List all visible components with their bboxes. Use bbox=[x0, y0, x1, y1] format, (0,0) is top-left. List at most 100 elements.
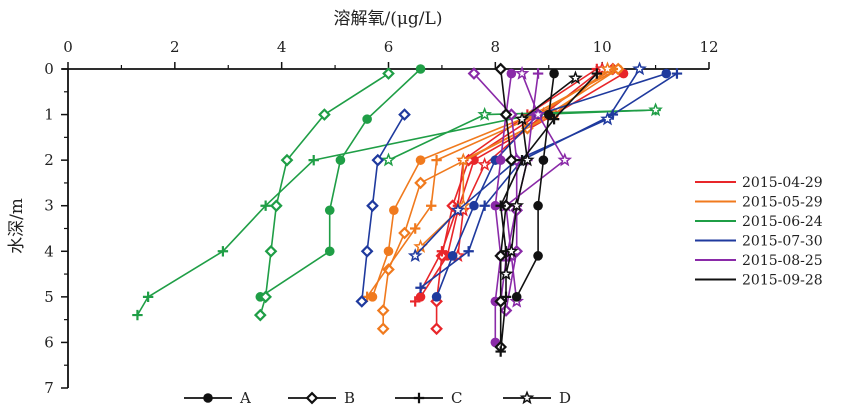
y-tick-label: 2 bbox=[44, 151, 54, 169]
data-point bbox=[494, 249, 508, 263]
data-point bbox=[381, 152, 396, 167]
data-point bbox=[142, 291, 154, 303]
data-point bbox=[446, 199, 459, 213]
data-point bbox=[280, 153, 294, 167]
site-legend-marker bbox=[413, 392, 425, 404]
y-tick-label: 6 bbox=[44, 333, 54, 351]
data-point bbox=[376, 322, 390, 336]
data-point bbox=[264, 244, 278, 258]
series-line bbox=[420, 72, 678, 289]
site-legend-marker bbox=[305, 391, 319, 405]
data-point bbox=[591, 68, 603, 79]
site-legend-marker bbox=[519, 390, 535, 405]
data-point bbox=[600, 61, 615, 76]
data-point bbox=[414, 176, 427, 190]
data-point bbox=[132, 309, 143, 321]
y-tick-label: 7 bbox=[44, 379, 54, 397]
y-tick-label: 3 bbox=[44, 197, 54, 215]
plot-series bbox=[132, 61, 683, 357]
data-point bbox=[499, 108, 513, 121]
data-point bbox=[530, 106, 546, 121]
data-point bbox=[648, 102, 663, 117]
series-2015-09-28-A bbox=[511, 68, 559, 302]
series-2015-09-28-C bbox=[495, 68, 603, 357]
data-point bbox=[260, 200, 271, 211]
legend-label: 2015-07-30 bbox=[742, 234, 823, 250]
data-point bbox=[469, 200, 479, 211]
series-2015-06-24-B bbox=[253, 67, 395, 322]
data-point bbox=[398, 226, 411, 240]
data-point bbox=[455, 152, 471, 167]
data-point bbox=[463, 246, 474, 257]
data-point bbox=[436, 246, 448, 257]
data-point bbox=[366, 199, 379, 213]
legend-label: 2015-04-29 bbox=[742, 175, 823, 191]
data-point bbox=[431, 292, 442, 302]
data-point bbox=[611, 62, 625, 76]
site-legend-label: C bbox=[451, 389, 462, 407]
data-point bbox=[477, 106, 492, 121]
data-point bbox=[494, 295, 508, 308]
data-point bbox=[532, 68, 544, 79]
series-2015-07-30-B bbox=[355, 108, 411, 308]
data-point bbox=[661, 68, 672, 79]
data-point bbox=[382, 67, 395, 80]
data-point bbox=[548, 113, 560, 125]
data-point bbox=[500, 291, 512, 303]
data-point bbox=[520, 152, 535, 167]
data-point bbox=[533, 200, 543, 211]
data-point bbox=[361, 291, 373, 303]
data-point bbox=[538, 155, 549, 165]
data-point bbox=[514, 111, 530, 126]
data-point bbox=[494, 62, 508, 76]
data-point bbox=[498, 266, 514, 281]
data-point bbox=[543, 109, 554, 120]
data-point bbox=[430, 322, 443, 336]
data-point bbox=[259, 290, 272, 304]
data-point bbox=[415, 64, 426, 74]
legend-label: 2015-09-28 bbox=[742, 273, 823, 289]
x-tick-label: 0 bbox=[63, 38, 73, 56]
data-point bbox=[431, 154, 442, 166]
data-point bbox=[324, 246, 335, 257]
y-tick-label: 4 bbox=[44, 242, 54, 260]
data-point bbox=[389, 205, 399, 216]
data-point bbox=[499, 304, 513, 317]
x-tick-label: 10 bbox=[593, 38, 612, 56]
data-point bbox=[367, 292, 378, 302]
x-tick-label: 6 bbox=[384, 38, 394, 56]
data-point bbox=[253, 308, 267, 322]
site-legend-marker bbox=[203, 393, 213, 403]
series-2015-08-25-D bbox=[498, 65, 573, 308]
data-point bbox=[269, 199, 283, 213]
site-legend-label: A bbox=[239, 389, 251, 407]
data-point bbox=[495, 200, 506, 211]
data-point bbox=[324, 205, 335, 216]
data-point bbox=[509, 198, 525, 212]
data-point bbox=[383, 246, 394, 257]
data-point bbox=[511, 292, 522, 302]
data-point bbox=[335, 155, 346, 165]
legend-label: 2015-05-29 bbox=[742, 195, 823, 211]
data-point bbox=[410, 296, 421, 307]
y-tick-label: 5 bbox=[44, 288, 54, 306]
data-point bbox=[600, 111, 615, 126]
data-point bbox=[499, 199, 513, 213]
date-legend: 2015-04-29 2015-05-29 2015-06-24 2015-07-30… bbox=[695, 175, 823, 289]
data-point bbox=[506, 68, 517, 79]
data-point bbox=[447, 251, 458, 261]
data-point bbox=[505, 153, 518, 167]
data-point bbox=[504, 243, 519, 258]
data-point bbox=[557, 152, 573, 167]
x-tick-label: 12 bbox=[699, 38, 718, 56]
site-legend: A B C D bbox=[184, 389, 571, 407]
data-point bbox=[450, 202, 466, 217]
data-point bbox=[479, 200, 490, 211]
series-line bbox=[435, 72, 667, 298]
data-point bbox=[308, 154, 319, 166]
data-point bbox=[318, 108, 331, 121]
data-point bbox=[514, 65, 530, 80]
y-tick-label: 1 bbox=[44, 106, 54, 124]
data-point bbox=[415, 155, 426, 165]
y-axis-title: 水深/m bbox=[7, 198, 27, 254]
